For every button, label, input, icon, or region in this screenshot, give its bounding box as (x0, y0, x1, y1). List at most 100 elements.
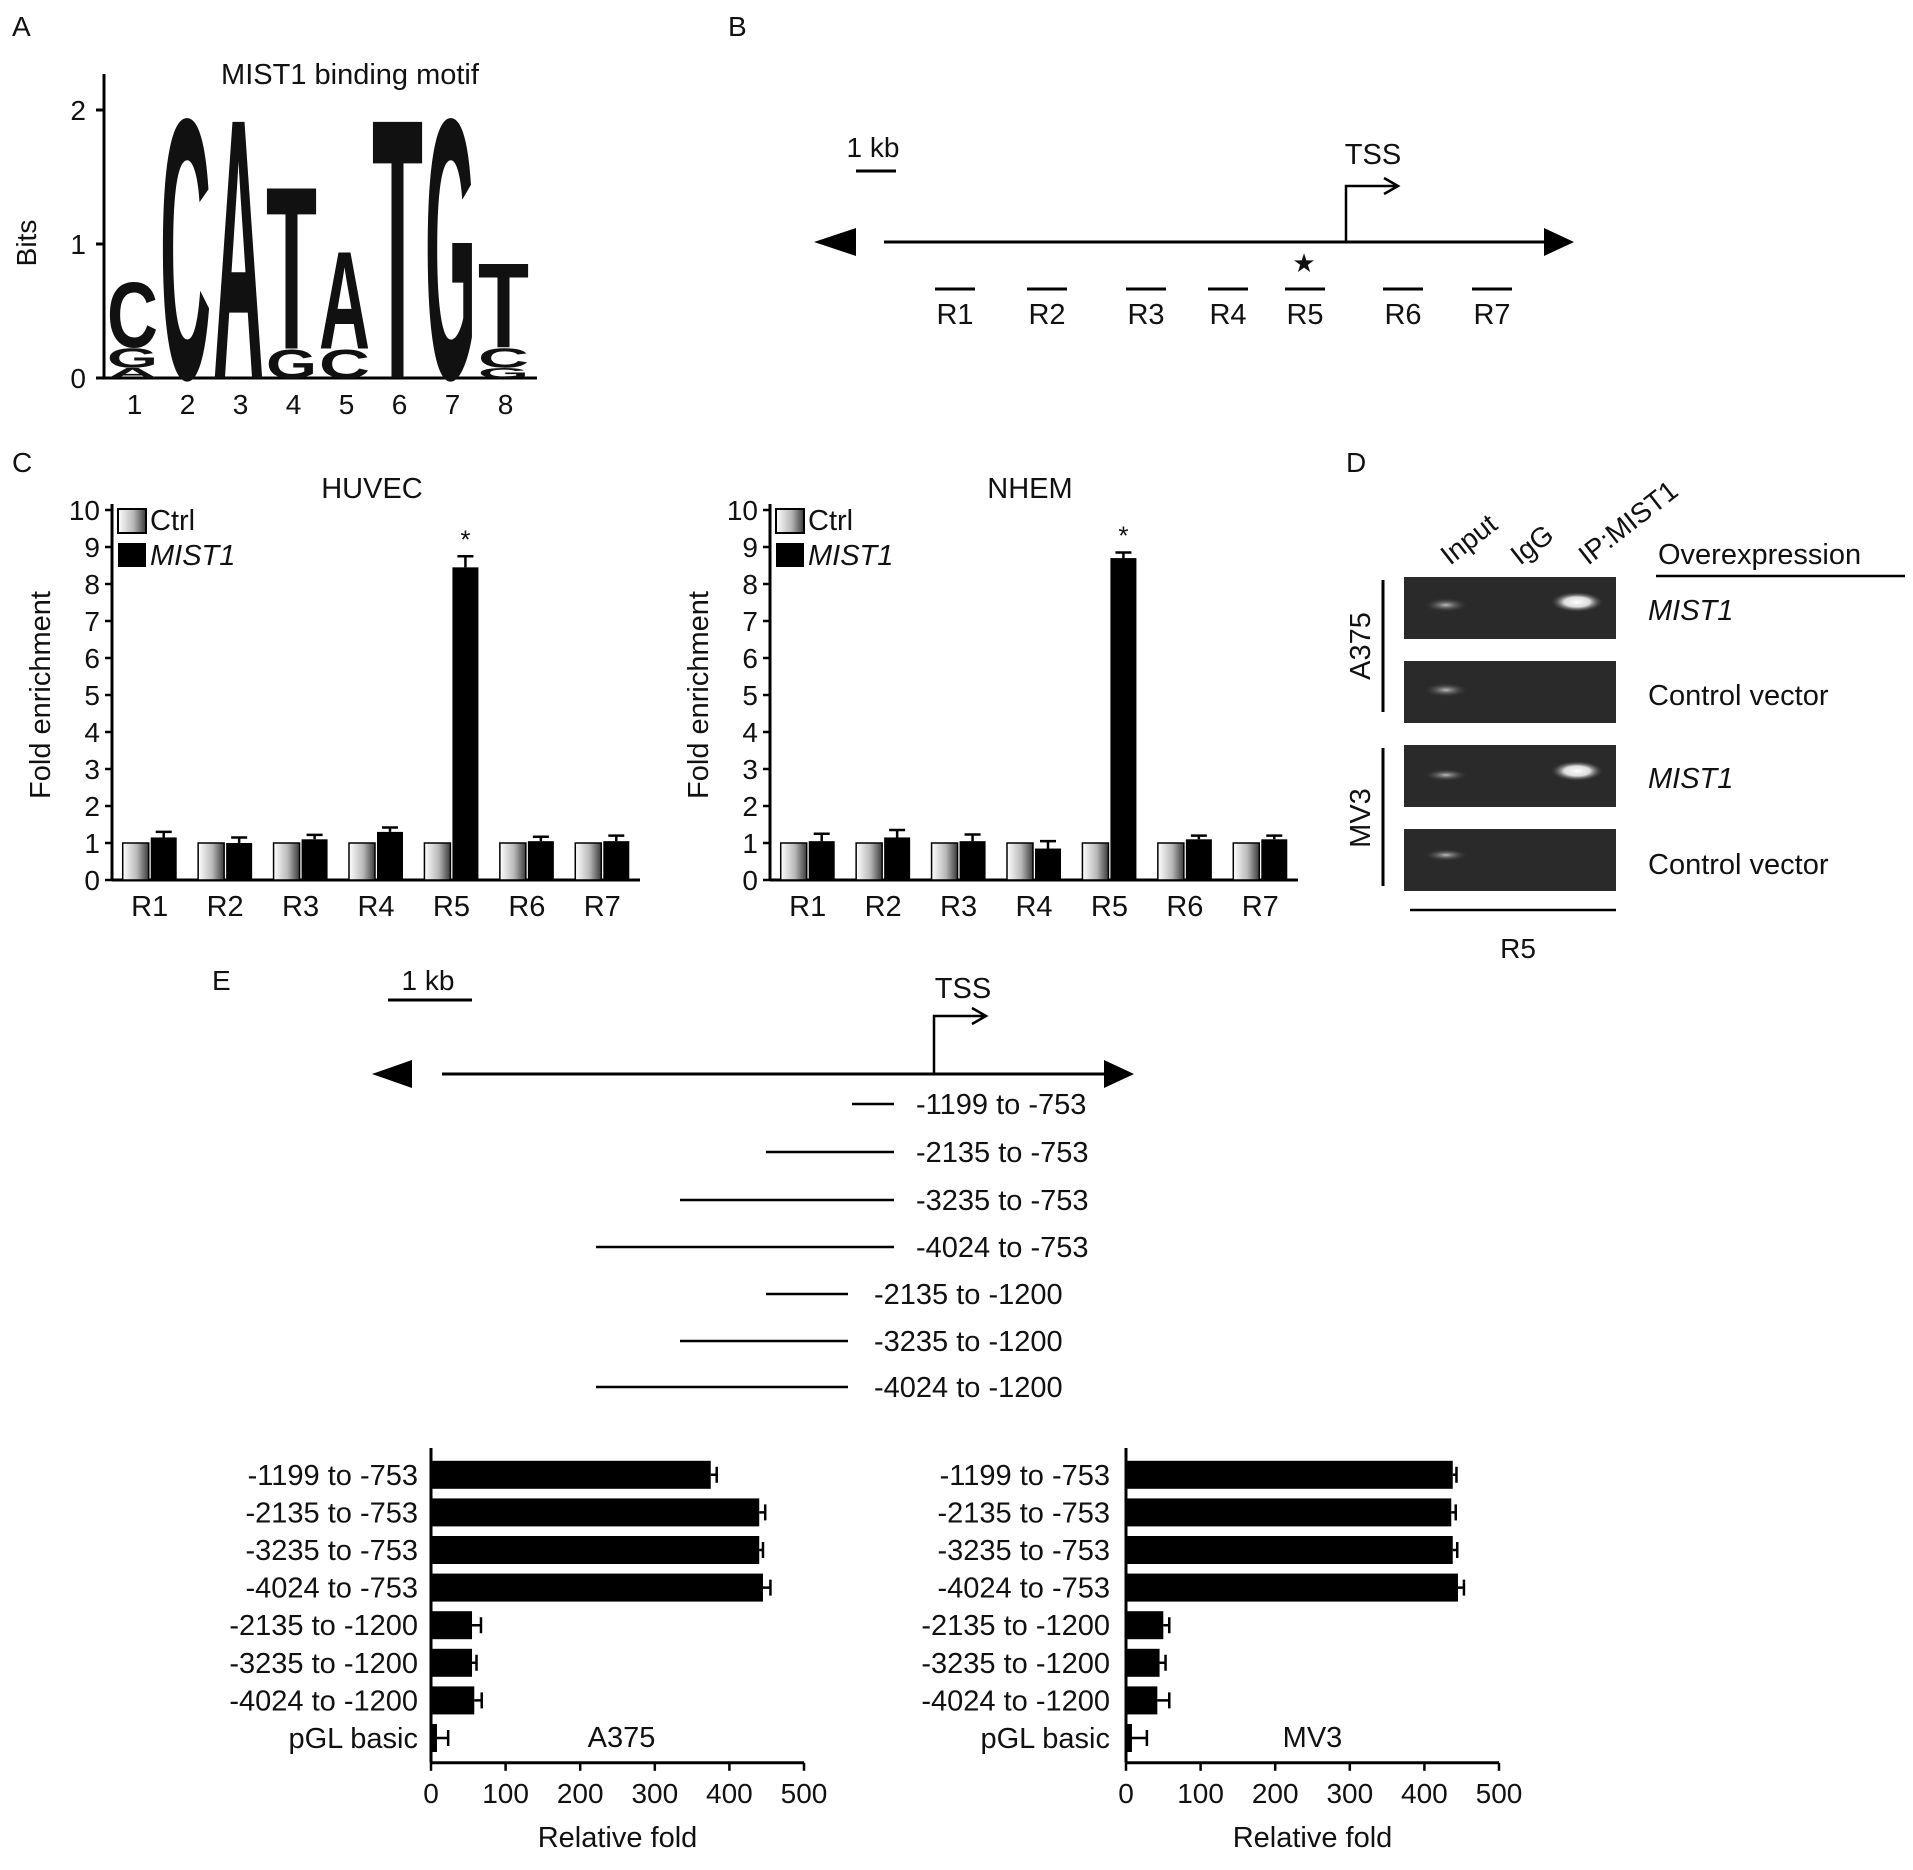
nhem-bar-mist1-r6 (1185, 839, 1212, 880)
a375-bar-7 (431, 1686, 475, 1715)
nhem-errorbar-r2 (889, 828, 906, 838)
huvec-ytick-6: 6 (84, 643, 100, 674)
region-label-r2: R2 (1028, 299, 1065, 331)
huvec-bar-ctrl-r5 (423, 842, 452, 881)
construct-label-6: -3235 to -1200 (874, 1326, 1063, 1358)
huvec-errorbar-r4 (382, 826, 398, 832)
nhem-ytick-5: 5 (742, 680, 758, 711)
huvec-bar-ctrl-r4 (348, 842, 376, 881)
motif-letter-c-pos1: C (107, 263, 158, 368)
a375-category-3: -3235 to -753 (245, 1535, 418, 1567)
nhem-errorbar-r5 (1115, 551, 1132, 559)
a375-errorbar-3 (759, 1542, 765, 1558)
mv3-bar-7 (1126, 1686, 1158, 1715)
motif-letter-g-pos4: G (266, 341, 317, 387)
huvec-errorbar-r1 (155, 830, 172, 838)
a375-xtick-3: 300 (631, 1778, 678, 1809)
a375-errorbar-5 (472, 1617, 483, 1634)
lane-label-input: Input (1435, 508, 1503, 571)
motif-ytick-1: 1 (70, 229, 86, 260)
mv3-xtick-3: 300 (1326, 1778, 1373, 1809)
right-arrowhead-icon-e (1104, 1060, 1134, 1088)
cell-line-mv3: MV3 (1345, 788, 1377, 848)
gel-row-a375-control (1404, 661, 1616, 723)
nhem-xtick-r5: R5 (1091, 891, 1128, 923)
nhem-errorbar-r4 (1040, 839, 1056, 849)
mv3-category-2: -2135 to -753 (937, 1497, 1110, 1529)
huvec-bar-mist1-r4 (377, 831, 403, 880)
left-arrowhead-icon-e (372, 1060, 412, 1088)
motif-letter-t-pos4: T (266, 140, 317, 400)
mv3-xtick-1: 100 (1177, 1778, 1224, 1809)
mv3-bar-2 (1126, 1498, 1452, 1527)
region-label-r6: R6 (1384, 299, 1421, 331)
panel-a: A MIST1 binding motif Bits 0 1 2 AGC C A GT… (11, 11, 537, 458)
motif-ytick-0: 0 (70, 363, 86, 394)
a375-category-1: -1199 to -753 (248, 1460, 418, 1492)
nhem-title: NHEM (987, 473, 1072, 505)
huvec-xtick-r2: R2 (207, 891, 244, 923)
huvec-errorbar-r5 (457, 555, 474, 568)
motif-position-8: 8 (498, 389, 514, 420)
motif-letter-a-pos3: A (213, 40, 264, 457)
left-arrowhead-icon (814, 228, 856, 256)
motif-position-2: 2 (180, 389, 196, 420)
a375-errorbar-1 (710, 1466, 718, 1483)
a375-category-6: -3235 to -1200 (229, 1648, 418, 1680)
motif-ylabel: Bits (11, 220, 42, 267)
a375-category-5: -2135 to -1200 (229, 1610, 418, 1642)
construct-label-5: -2135 to -1200 (874, 1279, 1063, 1311)
mv3-bar-6 (1126, 1648, 1160, 1677)
a375-category-7: -4024 to -1200 (229, 1685, 418, 1717)
nhem-bar-mist1-r1 (808, 841, 835, 880)
nhem-legend-mist1-swatch (776, 543, 804, 567)
huvec-ylabel: Fold enrichment (25, 591, 57, 799)
mv3-errorbar-7 (1157, 1692, 1171, 1709)
motif-letter-g-pos8: G (478, 365, 529, 382)
huvec-legend-ctrl: Ctrl (150, 505, 195, 537)
huvec-ytick-10: 10 (69, 495, 100, 526)
huvec-xtick-r4: R4 (357, 891, 394, 923)
nhem-ytick-8: 8 (742, 569, 758, 600)
region-label-r1: R1 (936, 299, 973, 331)
motif-position-4: 4 (286, 389, 302, 420)
nhem-ytick-2: 2 (742, 791, 758, 822)
nhem-legend-ctrl-swatch (775, 508, 805, 534)
panel-b: B 1 kb TSS ★ R1 R2 R3 R4 R5 R6 R7 (728, 11, 1574, 331)
nhem-ytick-4: 4 (742, 717, 758, 748)
nhem-significance-0: * (1118, 521, 1128, 551)
construct-label-2: -2135 to -753 (916, 1137, 1089, 1169)
region-label-r4: R4 (1209, 299, 1246, 331)
nhem-ytick-9: 9 (742, 532, 758, 563)
huvec-title: HUVEC (321, 473, 423, 505)
nhem-ytick-0: 0 (742, 865, 758, 896)
huvec-xtick-r3: R3 (282, 891, 319, 923)
nhem-bar-ctrl-r1 (779, 842, 808, 881)
motif-position-5: 5 (339, 389, 355, 420)
gel-row-mv3-mist1 (1404, 745, 1616, 807)
nhem-bar-mist1-r5 (1110, 558, 1137, 880)
nhem-legend-ctrl: Ctrl (808, 505, 853, 537)
huvec-ytick-1: 1 (84, 828, 100, 859)
row-label-mv3-mist1: MIST1 (1648, 763, 1733, 795)
mv3-bar-5 (1126, 1611, 1164, 1640)
huvec-ytick-9: 9 (84, 532, 100, 563)
nhem-ytick-7: 7 (742, 606, 758, 637)
mv3-xtick-5: 500 (1476, 1778, 1523, 1809)
tss-arrow-icon-e (932, 1006, 989, 1074)
motif-title: MIST1 binding motif (221, 59, 480, 91)
huvec-bar-mist1-r7 (603, 841, 630, 880)
a375-bar-2 (431, 1498, 760, 1527)
panel-letter-c: C (12, 447, 32, 478)
motif-letter-t-pos6: T (372, 43, 423, 458)
mv3-errorbar-3 (1452, 1542, 1459, 1558)
motif-logo: AGC C A GT CA T G GCT (107, 40, 529, 458)
nhem-xtick-r1: R1 (789, 891, 826, 923)
construct-label-4: -4024 to -753 (916, 1232, 1089, 1264)
mv3-errorbar-6 (1159, 1654, 1167, 1671)
tss-label-e: TSS (935, 973, 991, 1005)
a375-xtick-2: 200 (557, 1778, 604, 1809)
chart-a375: -1199 to -753 -2135 to -753 -3235 to -753 -… (229, 1448, 827, 1854)
huvec-significance-0: * (460, 524, 470, 554)
